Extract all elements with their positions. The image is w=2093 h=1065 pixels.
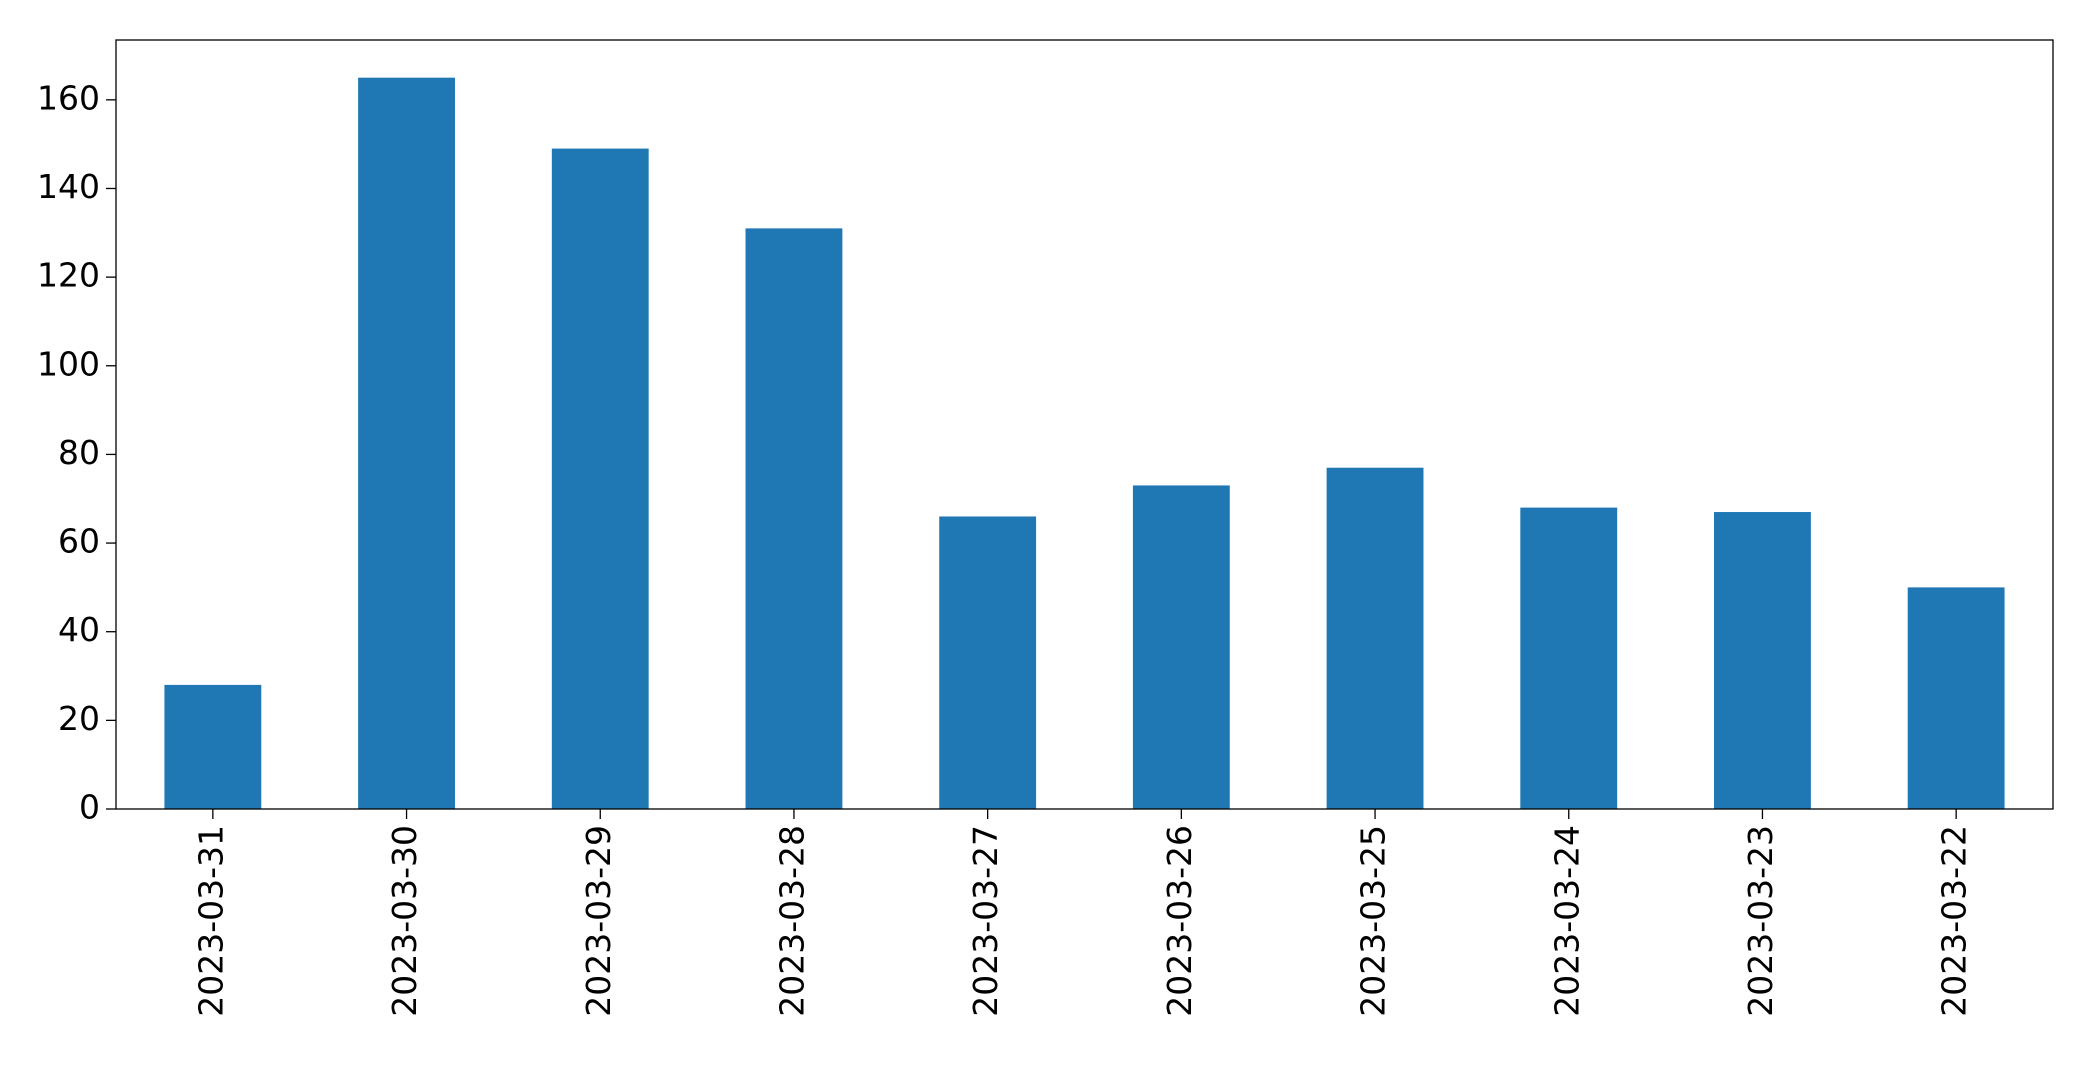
bar (551, 148, 649, 810)
y-tick-label: 0 (79, 788, 100, 827)
bar (745, 228, 843, 809)
bar (358, 77, 455, 809)
y-tick-label: 100 (37, 344, 100, 383)
bar (1520, 507, 1618, 809)
x-tick-label: 2023-03-28 (772, 825, 811, 1017)
x-tick-label: 2023-03-22 (1935, 825, 1974, 1017)
bar (1714, 512, 1811, 809)
bar (164, 684, 262, 809)
x-tick-label: 2023-03-29 (579, 825, 618, 1017)
x-tick-label: 2023-03-30 (385, 825, 424, 1017)
bar (1326, 467, 1424, 809)
y-tick-label: 120 (37, 256, 100, 295)
x-tick-label: 2023-03-23 (1741, 825, 1780, 1017)
y-tick-label: 160 (37, 78, 100, 117)
y-tick-label: 40 (58, 610, 100, 649)
y-tick-label: 80 (58, 433, 100, 472)
bar (939, 516, 1037, 809)
y-tick-label: 20 (58, 699, 100, 738)
x-tick-label: 2023-03-26 (1160, 825, 1199, 1017)
plot-frame (115, 39, 2054, 810)
bar (1907, 587, 2005, 809)
x-tick-label: 2023-03-24 (1547, 825, 1586, 1017)
x-tick-label: 2023-03-27 (966, 825, 1005, 1017)
y-tick-label: 140 (37, 167, 100, 206)
bar (1132, 485, 1230, 809)
y-tick-label: 60 (58, 522, 100, 561)
x-tick-label: 2023-03-25 (1354, 825, 1393, 1017)
x-tick-label: 2023-03-31 (191, 825, 230, 1017)
